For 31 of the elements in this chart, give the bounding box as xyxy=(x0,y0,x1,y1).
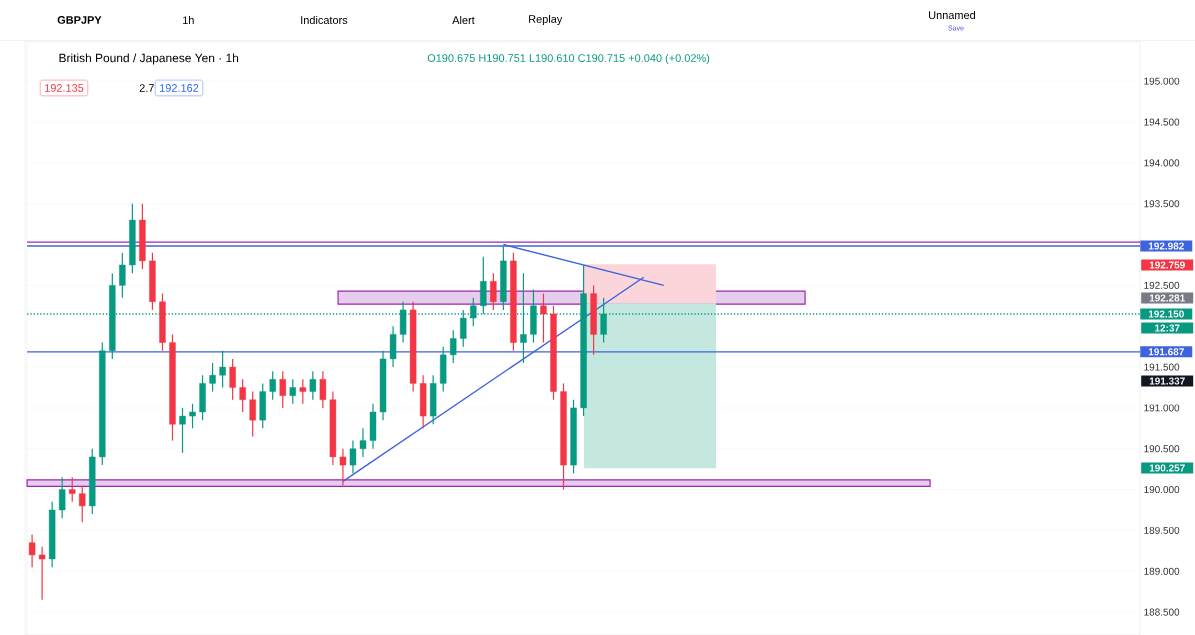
text: 192.281 xyxy=(1149,294,1185,302)
y-tick-label: 189.500 xyxy=(1144,526,1180,534)
y-tick-label: 191.500 xyxy=(1144,363,1180,371)
text: Alert xyxy=(452,15,475,25)
y-tick-label: 190.500 xyxy=(1144,445,1180,453)
text: 1h xyxy=(183,16,194,24)
text: Replay xyxy=(529,14,563,26)
text: 192.759 xyxy=(1149,261,1185,269)
text: Indicators xyxy=(301,15,348,25)
y-tick-label: 190.000 xyxy=(1144,486,1180,494)
y-tick-label: 189.000 xyxy=(1144,567,1180,575)
ref-line-label: 191.687 xyxy=(1148,348,1184,356)
y-tick-label: 194.500 xyxy=(1144,118,1180,126)
ref-line-label: 192.150 xyxy=(1148,310,1184,318)
y-tick-label: 191.000 xyxy=(1144,404,1180,412)
ref-line-label: 192.982 xyxy=(1148,242,1184,250)
text: Unnamed xyxy=(929,10,975,20)
y-tick-label: 195.000 xyxy=(1144,77,1180,85)
y-tick-label: 188.500 xyxy=(1144,608,1180,616)
annotation: 192.135 xyxy=(45,84,84,92)
text: British Pound / Japanese Yen · 1h xyxy=(59,53,239,65)
y-tick-label: 193.500 xyxy=(1144,200,1180,208)
text: GBPJPY xyxy=(57,16,102,24)
text: 191.337 xyxy=(1149,377,1185,385)
y-tick-label: 194.000 xyxy=(1144,159,1180,167)
y-tick-label: 192.500 xyxy=(1144,281,1180,289)
annotation: O190.675 H190.751 L190.610 C190.715 +0.040 (+0.02%) xyxy=(427,53,710,65)
annotation: 2.7 xyxy=(139,84,154,92)
text: 12:37 xyxy=(1155,324,1180,332)
text: 190.257 xyxy=(1149,464,1185,472)
annotation: 192.162 xyxy=(160,84,199,92)
